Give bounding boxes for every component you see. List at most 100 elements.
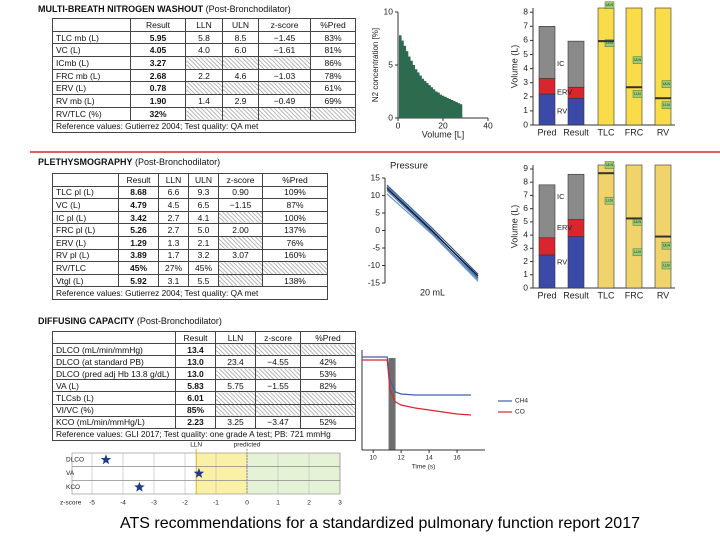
x-tick-label: Result — [563, 127, 589, 137]
row-label: RV mb (L) — [52, 94, 131, 108]
value-cell: 13.0 — [175, 367, 216, 381]
section-title: MULTI-BREATH NITROGEN WASHOUT (Post-Bron… — [38, 4, 291, 14]
stack-segment — [567, 40, 585, 88]
limit-label: LLN — [663, 103, 670, 107]
x-tick-label: 3 — [338, 500, 342, 507]
y-tick-label: 3 — [523, 243, 528, 253]
y-tick-label: 0 — [375, 225, 380, 235]
limit-label: ULN — [634, 220, 641, 224]
header-cell: %Pred — [262, 173, 328, 187]
empty-cell — [300, 343, 356, 357]
empty-cell — [215, 367, 256, 381]
value-cell: 3.25 — [215, 415, 256, 429]
empty-cell — [222, 106, 259, 121]
bar — [439, 94, 443, 118]
table-row: IC pl (L) 3.42 2.7 4.1 100% — [52, 210, 328, 225]
x-tick-label: Pred — [537, 290, 556, 300]
empty-cell — [215, 391, 256, 405]
bar — [432, 89, 436, 118]
value-cell: 3.27 — [130, 56, 186, 70]
y-tick-label: 4 — [523, 63, 528, 73]
table-row: RV pl (L) 3.89 1.7 3.2 3.07 160% — [52, 248, 328, 263]
value-cell: 6.6 — [158, 185, 189, 200]
value-cell: 76% — [262, 235, 328, 250]
row-label: TLC mb (L) — [52, 30, 131, 45]
bar — [403, 45, 407, 118]
bar — [414, 69, 418, 118]
y-tick-label: 0 — [523, 282, 528, 292]
table-row: RV/TLC (%) 32% — [52, 106, 356, 121]
header-cell: z-score — [218, 173, 263, 187]
empty-cell — [215, 403, 256, 417]
empty-cell — [255, 403, 301, 417]
limit-label: LLN — [606, 41, 613, 45]
table-row: TLC pl (L) 8.68 6.6 9.3 0.90 109% — [52, 185, 328, 200]
x-tick-label: RV — [657, 290, 669, 300]
value-cell: −4.55 — [255, 355, 301, 369]
segment-label: ERV — [557, 223, 572, 232]
value-cell: 100% — [262, 210, 328, 225]
value-cell: 78% — [310, 68, 356, 83]
y-tick-label: 5 — [523, 216, 528, 226]
value-cell: 85% — [175, 403, 216, 417]
limit-box — [632, 56, 643, 64]
value-cell: 13.4 — [175, 343, 216, 357]
limit-label: ULN — [634, 58, 641, 62]
x-tick-label: 12 — [398, 455, 406, 462]
table-footer: Reference values: Gutierrez 2004; Test q… — [52, 119, 356, 134]
empty-cell — [262, 261, 328, 275]
y-tick-label: 0 — [388, 112, 393, 122]
limit-box — [661, 101, 672, 110]
row-label: VA (L) — [52, 379, 176, 393]
stack-segment — [538, 93, 556, 126]
x-axis-label: Volume [L] — [422, 129, 465, 139]
results-table: Result LLN ULN z-score %Pred TLC pl (L) 8.68 6.… — [52, 173, 328, 300]
value-cell: 1.90 — [130, 94, 186, 108]
value-cell: −1.15 — [218, 198, 263, 212]
empty-cell — [185, 81, 223, 96]
value-cell: 5.8 — [185, 30, 223, 45]
header-cell: Result — [130, 18, 186, 32]
table-row: ERV (L) 1.29 1.3 2.1 76% — [52, 235, 328, 250]
value-cell: 1.29 — [118, 235, 159, 250]
x-tick-label: FRC — [625, 290, 644, 300]
value-cell: −1.03 — [258, 68, 311, 83]
x-tick-label: Pred — [537, 127, 556, 137]
segment-label: RV — [557, 257, 567, 266]
table-row: DLCO (at standard PB) 13.0 23.4 −4.55 42% — [52, 355, 356, 369]
y-tick-label: 1 — [523, 105, 528, 115]
empty-cell — [300, 403, 356, 417]
row-label: VC (L) — [52, 43, 131, 58]
y-tick-label: 5 — [375, 207, 380, 217]
value-cell: 1.4 — [185, 94, 223, 108]
legend-label: CO — [515, 409, 525, 416]
value-cell: 61% — [310, 81, 356, 96]
y-axis-label: Volume (L) — [509, 45, 519, 89]
value-cell: 8.5 — [222, 30, 259, 45]
z-score-star — [134, 481, 145, 492]
x-tick-label: RV — [657, 127, 669, 137]
header-row: Result LLN ULN z-score %Pred — [52, 18, 356, 32]
header-cell: LLN — [215, 330, 256, 345]
value-cell: 53% — [300, 367, 356, 381]
row-label: DLCO (mL/min/mmHg) — [52, 343, 176, 357]
value-cell: 3.07 — [218, 248, 263, 263]
limit-box — [661, 80, 672, 88]
y-tick-label: 8 — [523, 6, 528, 16]
value-cell: −3.47 — [255, 415, 301, 429]
x-axis-label: Time (s) — [412, 464, 436, 471]
section-subtitle: (Post-Bronchodilator) — [205, 4, 291, 14]
y-axis-label: Volume (L) — [509, 205, 519, 249]
limit-label: ULN — [606, 163, 613, 167]
y-tick-label: 7 — [523, 21, 528, 31]
value-cell: 6.01 — [175, 391, 216, 405]
empty-cell — [218, 210, 263, 225]
value-cell: 5.83 — [175, 379, 216, 393]
value-cell: 4.05 — [130, 43, 186, 58]
value-cell: −1.61 — [258, 43, 311, 58]
x-tick-label: 0 — [396, 120, 401, 130]
value-cell: 69% — [310, 94, 356, 108]
stack-segment — [538, 184, 556, 239]
row-label: TLC pl (L) — [52, 185, 119, 200]
x-tick-label: 10 — [370, 455, 378, 462]
